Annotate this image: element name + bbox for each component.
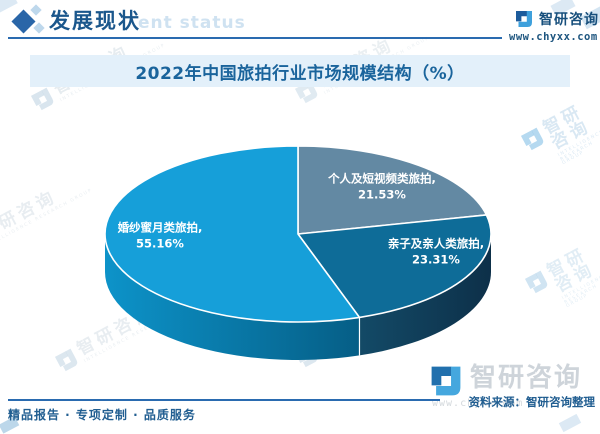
- brand-logo-icon: [514, 9, 534, 29]
- diamond-accent-icon: [33, 22, 45, 34]
- pie-slice-label: 婚纱蜜月类旅拍, 55.16%: [118, 220, 203, 251]
- watermark-website-text: www.chyxx.com: [432, 398, 524, 409]
- brand-website[interactable]: www.chyxx.com: [509, 31, 598, 43]
- brand-logo: 智研咨询: [514, 9, 599, 29]
- diamond-icon: [11, 9, 36, 34]
- pie-slice-label: 亲子及亲人类旅拍, 23.31%: [388, 236, 484, 267]
- page-header: 发展现状 ent status 智研咨询 www.chyxx.com: [0, 0, 600, 48]
- footer-divider: [8, 399, 440, 401]
- watermark-brand-text: 智研咨询: [470, 363, 583, 393]
- pie-slice[interactable]: [297, 145, 488, 235]
- brand-logo-icon: [428, 363, 464, 399]
- slice-value-text: 21.53%: [358, 187, 406, 201]
- header-divider: [8, 37, 502, 39]
- pie-slice-side: [104, 234, 360, 361]
- chart-title: 2022年中国旅拍行业市场规模结构（%）: [135, 63, 465, 84]
- pie-slice-side: [359, 234, 491, 356]
- slice-label-text: 亲子及亲人类旅拍,: [387, 236, 485, 251]
- data-source: 资料来源：智研咨询整理: [468, 395, 596, 409]
- bottom-watermark: 智研咨询: [428, 363, 582, 399]
- page-footer: 资料来源：智研咨询整理 精品报告 · 专项定制 · 品质服务: [0, 360, 600, 432]
- slice-label-text: 个人及短视频类旅拍,: [328, 171, 436, 186]
- chart-title-banner: 2022年中国旅拍行业市场规模结构（%）: [30, 55, 570, 87]
- brand-name: 智研咨询: [539, 12, 599, 28]
- slice-label-text: 婚纱蜜月类旅拍,: [117, 220, 203, 235]
- footer-tagline: 精品报告 · 专项定制 · 品质服务: [8, 408, 196, 422]
- pie-slice-label: 个人及短视频类旅拍, 21.53%: [328, 171, 436, 202]
- pie-slice[interactable]: [297, 214, 492, 319]
- section-title: 发展现状: [49, 9, 141, 33]
- pie-slice[interactable]: [104, 145, 361, 323]
- slice-value-text: 55.16%: [136, 236, 184, 250]
- diamond-accent-icon: [30, 4, 42, 16]
- section-title-watermark: ent status: [138, 13, 246, 33]
- slice-value-text: 23.31%: [412, 252, 460, 266]
